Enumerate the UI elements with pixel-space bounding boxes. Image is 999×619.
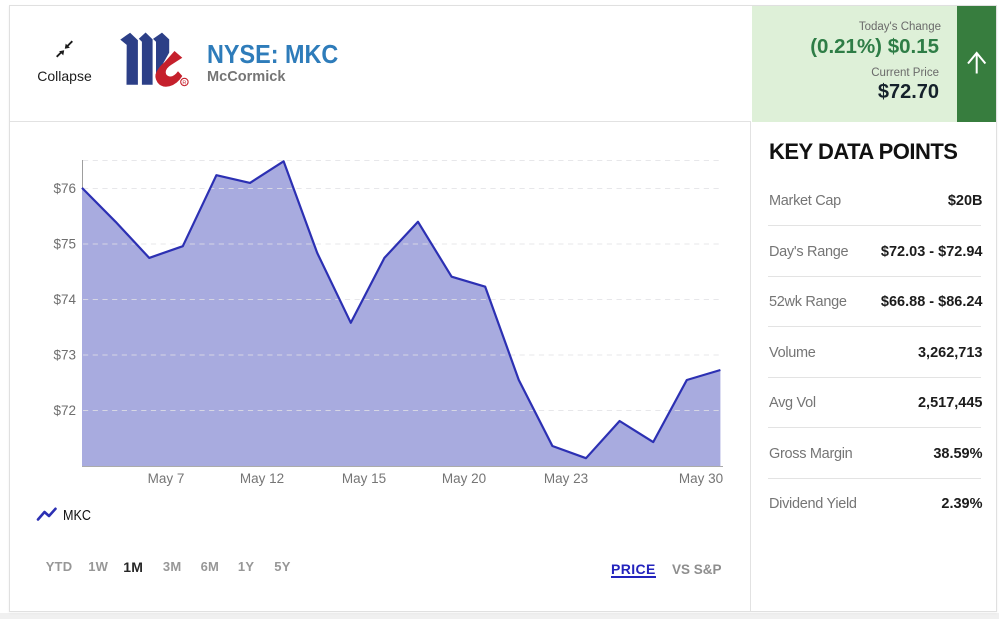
svg-text:May 20: May 20 <box>442 471 486 486</box>
svg-text:$75: $75 <box>53 237 76 252</box>
svg-text:May 12: May 12 <box>240 471 284 486</box>
svg-text:May 7: May 7 <box>148 471 185 486</box>
svg-text:R: R <box>182 80 186 86</box>
svg-text:May 23: May 23 <box>544 471 588 486</box>
svg-text:$72: $72 <box>53 403 76 418</box>
svg-text:May 30: May 30 <box>679 471 723 486</box>
svg-text:$76: $76 <box>53 181 76 196</box>
svg-text:May 15: May 15 <box>342 471 386 486</box>
svg-text:$74: $74 <box>53 292 76 307</box>
svg-text:$73: $73 <box>53 348 76 363</box>
